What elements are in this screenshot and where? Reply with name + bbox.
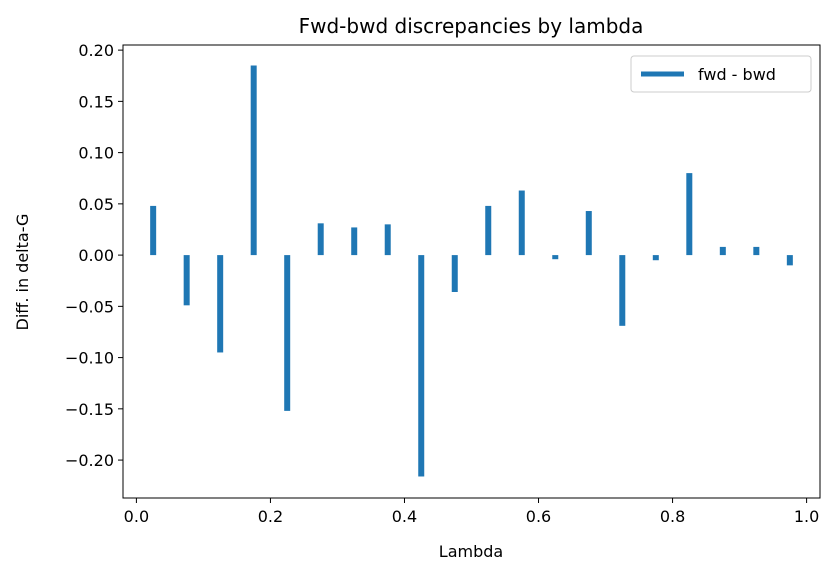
chart-title: Fwd-bwd discrepancies by lambda xyxy=(299,14,644,38)
legend-label: fwd - bwd xyxy=(698,65,776,84)
x-tick-label: 0.4 xyxy=(392,507,417,526)
y-tick-label: −0.10 xyxy=(65,349,114,368)
x-tick-label: 0.0 xyxy=(124,507,149,526)
bar xyxy=(351,227,358,256)
bar xyxy=(786,255,793,266)
bar xyxy=(552,255,559,260)
x-tick-label: 1.0 xyxy=(794,507,819,526)
bar xyxy=(250,65,257,256)
legend-box xyxy=(630,55,812,93)
y-axis: 0.20 0.15 0.10 0.05 0.00 −0.05 −0.10 −0.15 −0.20 xyxy=(65,41,123,470)
y-tick-label: −0.15 xyxy=(65,400,114,419)
y-tick-label: 0.00 xyxy=(78,246,114,265)
plot-frame xyxy=(122,44,821,499)
bar xyxy=(619,255,626,326)
y-tick-label: −0.05 xyxy=(65,297,114,316)
bars-group xyxy=(150,65,793,477)
y-tick-label: −0.20 xyxy=(65,451,114,470)
y-tick-label: 0.10 xyxy=(78,144,114,163)
bar xyxy=(150,205,157,256)
y-tick-label: 0.15 xyxy=(78,92,114,111)
x-tick-label: 0.6 xyxy=(526,507,551,526)
bar xyxy=(317,223,324,256)
bar xyxy=(719,246,726,256)
bar xyxy=(753,246,760,256)
bar xyxy=(585,211,592,256)
bar xyxy=(451,255,458,292)
legend: fwd - bwd xyxy=(630,55,812,93)
bar xyxy=(485,205,492,256)
y-tick-label: 0.05 xyxy=(78,195,114,214)
bar xyxy=(418,255,425,477)
y-tick-label: 0.20 xyxy=(78,41,114,60)
bar xyxy=(652,255,659,261)
x-tick-label: 0.8 xyxy=(660,507,685,526)
y-axis-title: Diff. in delta-G xyxy=(13,214,32,331)
bar xyxy=(384,224,391,256)
x-tick-label: 0.2 xyxy=(258,507,283,526)
bar xyxy=(284,255,291,411)
bar xyxy=(183,255,190,306)
x-axis: 0.0 0.2 0.4 0.6 0.8 1.0 xyxy=(124,498,819,526)
bar xyxy=(217,255,224,353)
x-axis-title: Lambda xyxy=(439,542,503,561)
bar xyxy=(686,173,693,256)
bar xyxy=(518,190,525,256)
